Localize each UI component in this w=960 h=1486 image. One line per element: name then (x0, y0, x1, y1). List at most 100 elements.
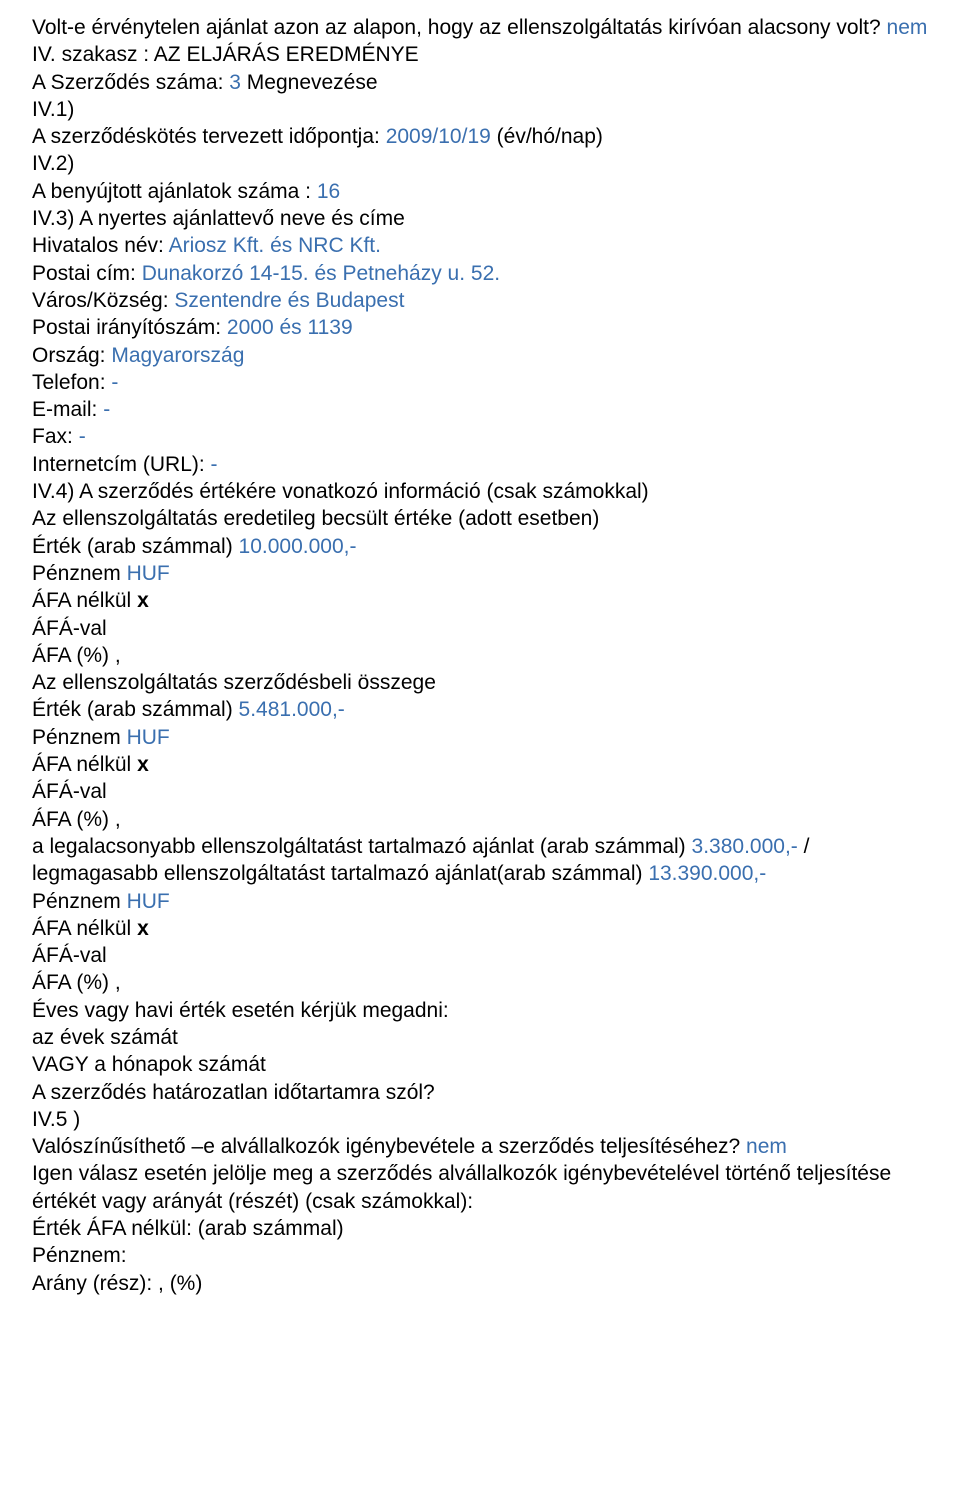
label-text: Az ellenszolgáltatás eredetileg becsült … (32, 507, 599, 530)
text-line: Postai cím: Dunakorzó 14-15. és Petneház… (32, 260, 928, 287)
text-line: Internetcím (URL): - (32, 451, 928, 478)
value-text: HUF (127, 726, 170, 749)
label-text: ÁFÁ-val (32, 617, 107, 640)
label-text: Internetcím (URL): (32, 453, 211, 476)
value-text: HUF (127, 562, 170, 585)
text-line: Az ellenszolgáltatás szerződésbeli össze… (32, 669, 928, 696)
label-text: VAGY a hónapok számát (32, 1053, 266, 1076)
value-text: Dunakorzó 14-15. és Petneházy u. 52. (142, 262, 500, 285)
label-text: Érték (arab számmal) (32, 698, 239, 721)
value-text: 5.481.000,- (239, 698, 345, 721)
text-line: ÁFA nélkül x (32, 915, 928, 942)
label-text: Megnevezése (241, 71, 378, 94)
value-text: 3 (229, 71, 241, 94)
text-line: Fax: - (32, 423, 928, 450)
text-line: Pénznem: (32, 1242, 928, 1269)
text-line: A szerződéskötés tervezett időpontja: 20… (32, 123, 928, 150)
text-line: Éves vagy havi érték esetén kérjük megad… (32, 997, 928, 1024)
text-line: Érték ÁFA nélkül: (arab számmal) (32, 1215, 928, 1242)
text-line: A szerződés határozatlan időtartamra szó… (32, 1079, 928, 1106)
label-text: ÁFA (%) , (32, 971, 121, 994)
label-text: A szerződéskötés tervezett időpontja: (32, 125, 386, 148)
text-line: ÁFA nélkül x (32, 751, 928, 778)
label-text: Pénznem: (32, 1244, 127, 1267)
value-text: Magyarország (111, 344, 244, 367)
label-text: Telefon: (32, 371, 111, 394)
text-line: az évek számát (32, 1024, 928, 1051)
text-line: A Szerződés száma: 3 Megnevezése (32, 69, 928, 96)
label-text: Az ellenszolgáltatás szerződésbeli össze… (32, 671, 436, 694)
text-line: Hivatalos név: Ariosz Kft. és NRC Kft. (32, 232, 928, 259)
text-line: Pénznem HUF (32, 724, 928, 751)
value-text: - (111, 371, 118, 394)
label-text: Város/Község: (32, 289, 174, 312)
text-line: Város/Község: Szentendre és Budapest (32, 287, 928, 314)
label-text: Postai irányítószám: (32, 316, 227, 339)
text-line: Érték (arab számmal) 10.000.000,- (32, 533, 928, 560)
text-line: ÁFA (%) , (32, 969, 928, 996)
label-text: ÁFA nélkül (32, 917, 137, 940)
label-text: Pénznem (32, 562, 127, 585)
label-text: az évek számát (32, 1026, 178, 1049)
value-text: - (79, 425, 86, 448)
label-text: IV.2) (32, 152, 74, 175)
label-text: Pénznem (32, 890, 127, 913)
label-text: Volt-e érvénytelen ajánlat azon az alapo… (32, 16, 887, 39)
text-line: IV.5 ) (32, 1106, 928, 1133)
label-text: Hivatalos név: (32, 234, 169, 257)
label-text: ÁFA nélkül (32, 589, 137, 612)
label-text: E-mail: (32, 398, 103, 421)
label-text: A Szerződés száma: (32, 71, 229, 94)
label-text: Valószínűsíthető –e alvállalkozók igényb… (32, 1135, 746, 1158)
label-text: (év/hó/nap) (491, 125, 603, 148)
label-text: a legalacsonyabb ellenszolgáltatást tart… (32, 835, 692, 858)
mark-x: x (137, 753, 149, 776)
text-line: Ország: Magyarország (32, 342, 928, 369)
value-text: Ariosz Kft. és NRC Kft. (169, 234, 381, 257)
text-line: ÁFA (%) , (32, 806, 928, 833)
label-text: Ország: (32, 344, 111, 367)
label-text: Arány (rész): , (%) (32, 1272, 202, 1295)
label-text: Fax: (32, 425, 79, 448)
text-line: Valószínűsíthető –e alvállalkozók igényb… (32, 1133, 928, 1160)
text-line: Igen válasz esetén jelölje meg a szerződ… (32, 1160, 928, 1215)
label-text: IV. szakasz : AZ ELJÁRÁS EREDMÉNYE (32, 43, 419, 66)
value-text: nem (887, 16, 928, 39)
value-text: - (103, 398, 110, 421)
value-text: Szentendre és Budapest (174, 289, 404, 312)
text-line: Volt-e érvénytelen ajánlat azon az alapo… (32, 14, 928, 41)
text-line: Az ellenszolgáltatás eredetileg becsült … (32, 505, 928, 532)
label-text: ÁFA (%) , (32, 644, 121, 667)
value-text: HUF (127, 890, 170, 913)
text-line: Arány (rész): , (%) (32, 1270, 928, 1297)
label-text: ÁFA nélkül (32, 753, 137, 776)
label-text: Érték (arab számmal) (32, 535, 239, 558)
text-line: IV.2) (32, 150, 928, 177)
label-text: IV.4) A szerződés értékére vonatkozó inf… (32, 480, 649, 503)
mark-x: x (137, 917, 149, 940)
text-line: a legalacsonyabb ellenszolgáltatást tart… (32, 833, 928, 888)
value-text: - (211, 453, 218, 476)
label-text: Igen válasz esetén jelölje meg a szerződ… (32, 1162, 891, 1212)
text-line: Pénznem HUF (32, 888, 928, 915)
text-line: IV. szakasz : AZ ELJÁRÁS EREDMÉNYE (32, 41, 928, 68)
label-text: Pénznem (32, 726, 127, 749)
text-line: Érték (arab számmal) 5.481.000,- (32, 696, 928, 723)
mark-x: x (137, 589, 149, 612)
label-text: ÁFÁ-val (32, 780, 107, 803)
text-line: VAGY a hónapok számát (32, 1051, 928, 1078)
label-text: A benyújtott ajánlatok száma : (32, 180, 317, 203)
value-text: 2000 és 1139 (227, 316, 353, 339)
text-line: ÁFA (%) , (32, 642, 928, 669)
text-line: E-mail: - (32, 396, 928, 423)
label-text: IV.1) (32, 98, 74, 121)
label-text: Éves vagy havi érték esetén kérjük megad… (32, 999, 449, 1022)
value-text: 16 (317, 180, 340, 203)
label-text: A szerződés határozatlan időtartamra szó… (32, 1081, 435, 1104)
label-text: ÁFÁ-val (32, 944, 107, 967)
text-line: Postai irányítószám: 2000 és 1139 (32, 314, 928, 341)
value-text: nem (746, 1135, 787, 1158)
text-line: Pénznem HUF (32, 560, 928, 587)
document-page: Volt-e érvénytelen ajánlat azon az alapo… (0, 0, 960, 1321)
text-line: ÁFA nélkül x (32, 587, 928, 614)
